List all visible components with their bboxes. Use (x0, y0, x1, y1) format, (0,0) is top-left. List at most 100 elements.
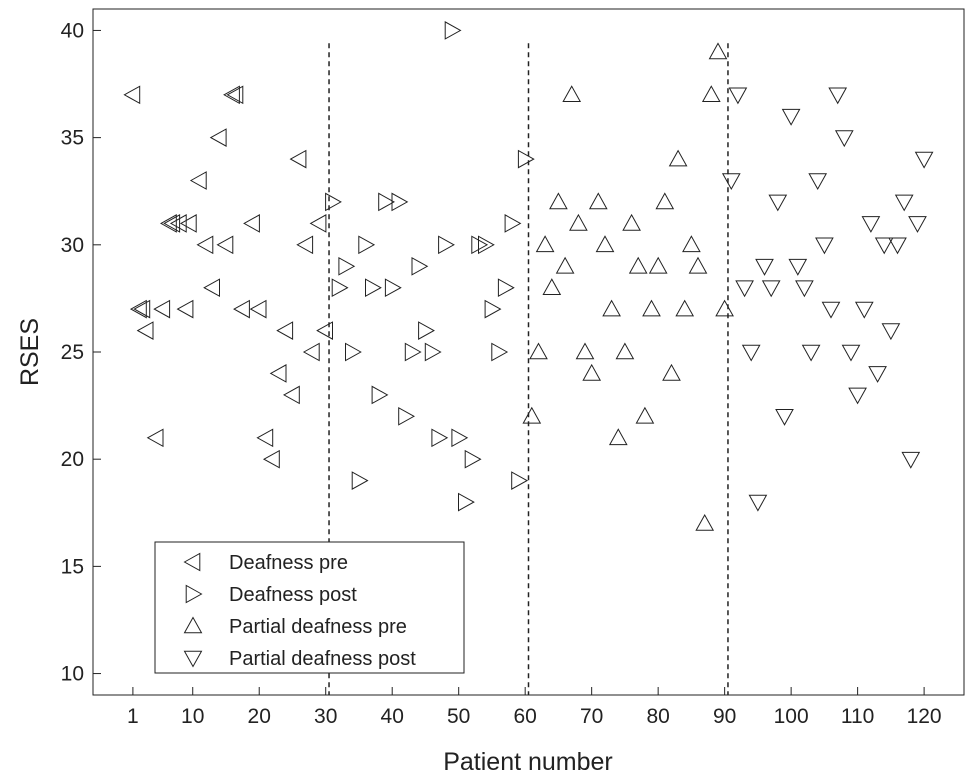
data-point (788, 258, 808, 276)
data-point (411, 256, 429, 276)
data-point (688, 256, 708, 274)
data-point (276, 321, 294, 340)
series-triangle-left (123, 85, 333, 469)
data-point (801, 344, 821, 362)
data-point (243, 214, 260, 233)
data-point (209, 128, 227, 147)
data-point (325, 192, 342, 212)
data-point (309, 214, 327, 233)
data-point (176, 299, 194, 319)
y-tick-label: 15 (61, 555, 84, 578)
series-triangle-right (325, 21, 535, 512)
legend-box (154, 541, 465, 674)
data-point (491, 342, 509, 362)
y-tick-label: 25 (61, 341, 84, 364)
data-point (755, 258, 774, 276)
data-point (458, 492, 475, 512)
data-point (296, 235, 314, 255)
data-point (529, 342, 548, 360)
data-point (642, 299, 661, 317)
data-point (648, 256, 668, 274)
data-point (868, 366, 887, 383)
data-point (129, 299, 147, 319)
data-point (728, 87, 748, 105)
data-point (133, 299, 151, 319)
data-point (662, 363, 681, 381)
data-point (588, 192, 608, 210)
x-tick-label: 1 (127, 705, 139, 728)
legend-item-deafness-post: Deafness post (185, 584, 357, 606)
data-point (497, 278, 515, 298)
x-tick-label: 80 (646, 705, 669, 728)
data-point (136, 321, 154, 340)
data-point (233, 299, 250, 319)
legend-item-partial-deafness-post: Partial deafness post (183, 648, 416, 670)
legend-marker-triangle-right (185, 584, 203, 604)
data-point (542, 278, 562, 295)
data-point (223, 85, 240, 105)
legend-item-partial-deafness-pre: Partial deafness pre (183, 616, 407, 638)
data-point (874, 237, 894, 255)
data-point (226, 85, 244, 105)
plot-area: 1 10 20 30 40 50 60 70 80 90 100 110 120101520253035… (61, 8, 965, 728)
series-triangle-down (721, 87, 934, 512)
data-point (289, 149, 307, 169)
data-point (908, 216, 927, 233)
data-point (316, 321, 333, 340)
data-point (391, 192, 409, 212)
data-point (622, 213, 641, 231)
data-point (848, 387, 867, 405)
data-point (841, 344, 861, 362)
x-tick-label: 120 (907, 705, 942, 728)
x-tick-label: 90 (713, 705, 736, 728)
data-point (821, 301, 841, 319)
data-point (404, 342, 422, 362)
data-point (555, 256, 575, 274)
data-point (153, 299, 171, 319)
x-tick-label: 110 (841, 705, 874, 728)
data-point (424, 342, 442, 362)
data-point (504, 214, 522, 233)
data-point (189, 171, 207, 190)
series-triangle-up (522, 42, 734, 531)
data-point (914, 151, 934, 169)
data-point (371, 385, 389, 405)
legend-item-deafness-pre: Deafness pre (183, 552, 348, 574)
data-point (901, 451, 921, 469)
data-point (721, 173, 741, 191)
data-point (351, 471, 369, 490)
x-tick-label: 20 (248, 705, 271, 728)
legend-marker-triangle-up (183, 616, 203, 634)
data-point (761, 280, 781, 298)
data-point (522, 406, 542, 424)
data-point (715, 299, 734, 317)
data-point (418, 321, 435, 340)
legend-marker-triangle-down (183, 650, 203, 668)
data-point (748, 494, 768, 512)
data-point (595, 235, 615, 253)
x-tick-label: 60 (513, 705, 536, 728)
y-tick-label: 35 (61, 127, 84, 150)
data-point (628, 256, 648, 274)
data-point (535, 235, 555, 253)
data-point (881, 323, 901, 341)
data-point (262, 449, 280, 469)
data-point (682, 235, 701, 253)
data-point (338, 256, 356, 276)
x-tick-label: 100 (774, 705, 809, 728)
data-point (256, 428, 274, 448)
data-point (444, 21, 462, 40)
data-point (159, 214, 177, 233)
data-point (431, 428, 449, 448)
data-point (815, 237, 834, 255)
x-tick-label: 40 (381, 705, 404, 728)
data-point (196, 235, 214, 255)
data-point (735, 280, 754, 298)
data-point (602, 299, 621, 317)
data-point (655, 192, 675, 210)
data-point (708, 42, 728, 60)
legend-marker-shape (183, 650, 203, 668)
legend-marker-shape (183, 552, 201, 572)
data-point (358, 235, 376, 255)
x-tick-label: 30 (314, 705, 337, 728)
